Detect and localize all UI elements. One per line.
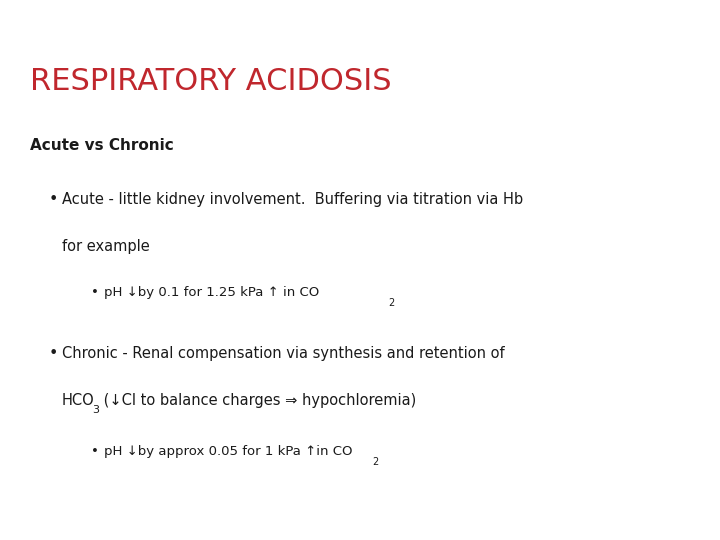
Text: RESPIRATORY ACIDOSIS: RESPIRATORY ACIDOSIS — [30, 68, 392, 97]
Text: pH ↓by approx 0.05 for 1 kPa ↑in CO: pH ↓by approx 0.05 for 1 kPa ↑in CO — [104, 446, 353, 458]
Text: HCO: HCO — [62, 393, 95, 408]
Text: Acute - little kidney involvement.  Buffering via titration via Hb: Acute - little kidney involvement. Buffe… — [62, 192, 523, 207]
Text: 2: 2 — [388, 298, 395, 308]
Text: •: • — [91, 446, 99, 458]
Text: •: • — [48, 192, 58, 207]
Text: pH ↓by 0.1 for 1.25 kPa ↑ in CO: pH ↓by 0.1 for 1.25 kPa ↑ in CO — [104, 286, 320, 299]
Text: Acute vs Chronic: Acute vs Chronic — [30, 138, 174, 153]
Text: •: • — [48, 346, 58, 361]
Text: for example: for example — [62, 239, 150, 254]
Text: (↓Cl to balance charges ⇒ hypochloremia): (↓Cl to balance charges ⇒ hypochloremia) — [99, 393, 416, 408]
Text: •: • — [91, 286, 99, 299]
Text: 2: 2 — [372, 457, 379, 468]
Text: Chronic - Renal compensation via synthesis and retention of: Chronic - Renal compensation via synthes… — [62, 346, 505, 361]
Text: 3: 3 — [92, 405, 99, 415]
